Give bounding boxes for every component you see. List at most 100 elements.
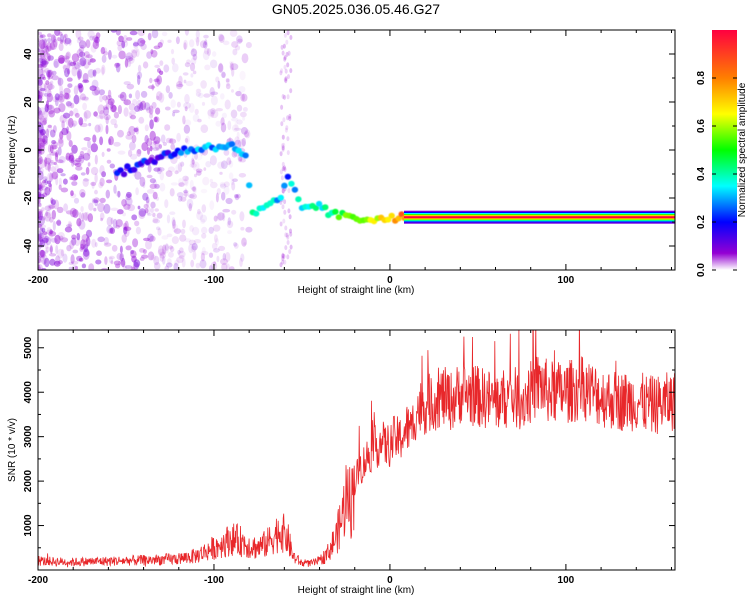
noise-speckle <box>189 179 194 190</box>
noise-speckle <box>93 70 97 78</box>
noise-speckle <box>68 261 74 266</box>
noise-speckle <box>79 57 87 67</box>
noise-speckle <box>283 259 287 265</box>
noise-speckle <box>38 145 45 150</box>
noise-speckle <box>115 30 121 36</box>
noise-speckle <box>124 265 133 269</box>
colorbar-tick-label: 0.0 <box>696 263 707 277</box>
noise-speckle <box>168 138 177 144</box>
noise-speckle <box>41 69 47 74</box>
x-tick-label: -200 <box>28 275 48 286</box>
noise-speckle <box>218 33 224 42</box>
noise-speckle <box>146 189 155 194</box>
noise-speckle <box>87 69 95 78</box>
noise-speckle <box>150 50 158 58</box>
noise-speckle <box>117 150 126 155</box>
noise-speckle <box>41 227 46 233</box>
spectrogram-signal <box>114 141 675 225</box>
noise-speckle <box>89 85 97 91</box>
noise-speckle <box>55 255 61 266</box>
noise-speckle <box>38 110 43 120</box>
noise-speckle <box>38 117 43 127</box>
noise-speckle <box>220 258 228 265</box>
noise-speckle <box>58 31 63 36</box>
noise-speckle <box>281 161 285 167</box>
noise-speckle <box>83 96 89 102</box>
noise-speckle <box>53 38 58 48</box>
noise-speckle <box>217 212 225 221</box>
noise-speckle <box>123 107 129 117</box>
noise-speckle <box>78 220 86 230</box>
noise-speckle <box>222 252 226 261</box>
noise-speckle <box>82 177 89 187</box>
noise-speckle <box>122 263 127 270</box>
noise-speckle <box>108 255 115 260</box>
noise-speckle <box>72 61 76 65</box>
noise-speckle <box>282 117 286 123</box>
y-tick-label: -40 <box>23 238 34 253</box>
noise-speckle <box>38 166 43 170</box>
noise-speckle <box>194 153 203 161</box>
noise-speckle <box>189 62 196 72</box>
noise-speckle <box>38 84 43 94</box>
noise-speckle <box>41 83 47 91</box>
signal-blob <box>117 167 124 174</box>
noise-speckle <box>105 116 109 125</box>
noise-speckle <box>218 34 225 43</box>
noise-speckle <box>177 162 183 173</box>
noise-speckle <box>64 93 71 100</box>
noise-speckle <box>38 90 41 99</box>
noise-speckle <box>142 249 147 254</box>
noise-speckle <box>288 113 292 119</box>
noise-speckle <box>188 243 194 254</box>
noise-speckle <box>126 83 135 90</box>
noise-speckle <box>39 41 45 51</box>
noise-speckle <box>195 262 201 269</box>
noise-speckle <box>123 81 131 86</box>
noise-speckle <box>235 90 242 97</box>
noise-speckle <box>231 89 234 93</box>
noise-speckle <box>63 178 68 185</box>
noise-speckle <box>129 141 136 151</box>
noise-speckle <box>183 190 189 194</box>
noise-speckle <box>77 68 83 79</box>
noise-speckle <box>134 220 140 227</box>
noise-speckle <box>134 171 142 180</box>
noise-speckle <box>117 190 121 198</box>
noise-speckle <box>178 182 185 188</box>
noise-speckle <box>234 136 240 145</box>
noise-speckle <box>179 247 184 254</box>
y-tick-label: 4000 <box>23 381 34 404</box>
noise-speckle <box>42 135 48 145</box>
noise-speckle <box>145 239 152 250</box>
noise-speckle <box>38 38 41 42</box>
noise-speckle <box>82 102 87 111</box>
noise-speckle <box>172 112 176 117</box>
noise-speckle <box>53 260 61 267</box>
noise-speckle <box>63 87 71 95</box>
noise-speckle <box>104 98 112 104</box>
noise-speckle <box>208 252 214 258</box>
noise-speckle <box>69 61 76 67</box>
noise-speckle <box>127 60 132 67</box>
noise-speckle <box>209 178 213 183</box>
noise-speckle <box>110 104 117 113</box>
spectrogram-y-label: Frequency (Hz) <box>7 116 18 185</box>
noise-speckle <box>68 39 72 46</box>
noise-speckle <box>154 77 161 87</box>
noise-speckle <box>153 255 160 266</box>
noise-speckle <box>42 45 49 50</box>
noise-speckle <box>113 184 117 194</box>
noise-speckle <box>147 251 155 261</box>
noise-speckle <box>41 207 45 212</box>
noise-speckle <box>164 243 169 251</box>
noise-speckle <box>159 60 164 66</box>
noise-speckle <box>38 63 47 68</box>
noise-speckle <box>280 68 284 74</box>
noise-speckle <box>228 172 234 180</box>
noise-speckle <box>153 45 161 50</box>
noise-speckle <box>90 44 97 53</box>
noise-speckle <box>42 180 47 184</box>
noise-speckle <box>54 163 59 173</box>
noise-speckle <box>79 150 85 157</box>
